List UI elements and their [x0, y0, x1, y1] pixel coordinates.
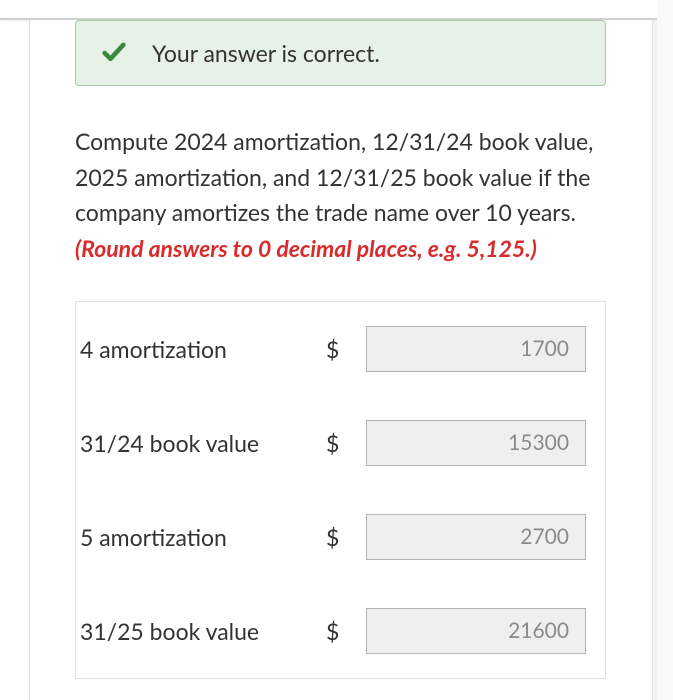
row-label: 4 amortization [80, 335, 326, 363]
row-label: 31/25 book value [80, 617, 326, 645]
answer-input[interactable] [366, 326, 586, 372]
alert-message: Your answer is correct. [152, 39, 380, 67]
answer-table: 4 amortization $ 31/24 book value $ 5 am… [75, 301, 606, 679]
table-row: 31/24 book value $ [76, 396, 605, 490]
correct-answer-alert: Your answer is correct. [75, 20, 606, 86]
row-label: 31/24 book value [80, 429, 326, 457]
question-panel: Your answer is correct. Compute 2024 amo… [30, 20, 651, 700]
question-hint: (Round answers to 0 decimal places, e.g.… [75, 234, 537, 262]
right-panel-edge [652, 20, 657, 700]
currency-symbol: $ [326, 523, 366, 551]
currency-symbol: $ [326, 429, 366, 457]
row-label: 5 amortization [80, 523, 326, 551]
answer-input[interactable] [366, 420, 586, 466]
question-body: Compute 2024 amortization, 12/31/24 book… [75, 127, 593, 226]
question-text: Compute 2024 amortization, 12/31/24 book… [75, 124, 606, 267]
currency-symbol: $ [326, 335, 366, 363]
table-row: 5 amortization $ [76, 490, 605, 584]
scrollbar[interactable] [657, 0, 673, 700]
table-row: 31/25 book value $ [76, 584, 605, 678]
answer-input[interactable] [366, 608, 586, 654]
currency-symbol: $ [326, 617, 366, 645]
answer-input[interactable] [366, 514, 586, 560]
table-row: 4 amortization $ [76, 302, 605, 396]
check-icon [100, 39, 128, 67]
